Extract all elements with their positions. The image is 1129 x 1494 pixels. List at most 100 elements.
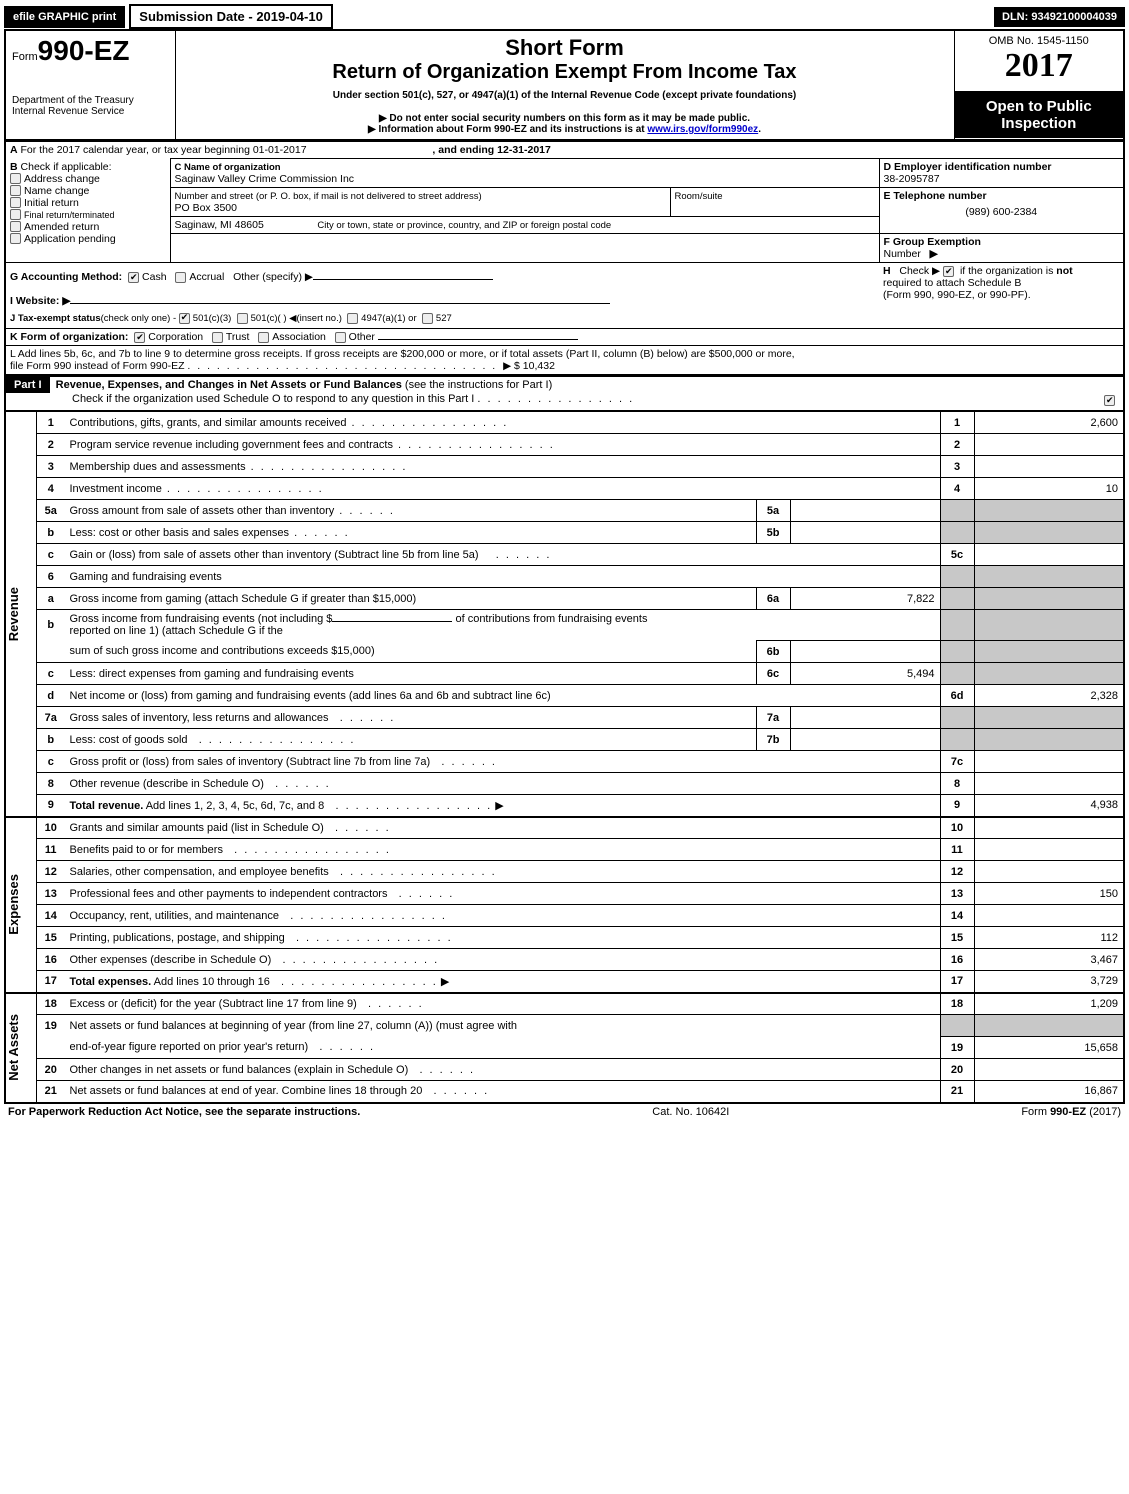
g-label: G Accounting Method: bbox=[10, 271, 122, 283]
l7c-box: 7c bbox=[940, 751, 974, 773]
j-note: (check only one) - bbox=[101, 313, 177, 324]
cb-trust[interactable] bbox=[212, 332, 223, 343]
part1-label: Part I bbox=[6, 377, 50, 393]
l3-desc: Membership dues and assessments bbox=[70, 461, 246, 473]
l18-box: 18 bbox=[940, 993, 974, 1015]
street-label: Number and street (or P. O. box, if mail… bbox=[175, 191, 482, 202]
l10-box: 10 bbox=[940, 817, 974, 839]
l6c-sv: 5,494 bbox=[790, 663, 940, 685]
l10-val bbox=[974, 817, 1124, 839]
cb-address-change[interactable] bbox=[10, 173, 21, 184]
l15-desc: Printing, publications, postage, and shi… bbox=[70, 932, 285, 944]
cb-other-org[interactable] bbox=[335, 332, 346, 343]
l6b-sb: 6b bbox=[756, 641, 790, 663]
l1-desc: Contributions, gifts, grants, and simila… bbox=[70, 417, 347, 429]
b-label: Check if applicable: bbox=[21, 161, 112, 173]
l9-desc2: Add lines 1, 2, 3, 4, 5c, 6d, 7c, and 8 bbox=[146, 800, 325, 812]
l6d-num: d bbox=[37, 685, 65, 707]
l1-val: 2,600 bbox=[974, 412, 1124, 434]
l8-val bbox=[974, 773, 1124, 795]
cb-initial-return[interactable] bbox=[10, 197, 21, 208]
cb-schedule-o[interactable] bbox=[1104, 395, 1115, 406]
l11-val bbox=[974, 839, 1124, 861]
l7a-sb: 7a bbox=[756, 707, 790, 729]
efile-print-button[interactable]: efile GRAPHIC print bbox=[4, 6, 125, 28]
l5c-val bbox=[974, 544, 1124, 566]
cb-assoc[interactable] bbox=[258, 332, 269, 343]
cb-amended-return[interactable] bbox=[10, 221, 21, 232]
l-text2: file Form 990 instead of Form 990-EZ bbox=[10, 360, 185, 372]
l12-val bbox=[974, 861, 1124, 883]
l13-desc: Professional fees and other payments to … bbox=[70, 888, 388, 900]
cb-application-pending[interactable] bbox=[10, 233, 21, 244]
l18-desc: Excess or (deficit) for the year (Subtra… bbox=[70, 998, 357, 1010]
l5a-desc: Gross amount from sale of assets other t… bbox=[70, 505, 335, 517]
l19-desc: Net assets or fund balances at beginning… bbox=[70, 1020, 518, 1032]
l6b-num: b bbox=[37, 610, 65, 641]
l13-val: 150 bbox=[974, 883, 1124, 905]
cb-cash[interactable] bbox=[128, 272, 139, 283]
top-bar: efile GRAPHIC print Submission Date - 20… bbox=[4, 4, 1125, 29]
l7a-num: 7a bbox=[37, 707, 65, 729]
l19-desc2: end-of-year figure reported on prior yea… bbox=[70, 1041, 309, 1053]
j-insert: ◀(insert no.) bbox=[289, 313, 342, 324]
h-text2: if the organization is bbox=[960, 265, 1053, 277]
l6b-desc1: Gross income from fundraising events (no… bbox=[70, 613, 333, 625]
cb-h[interactable] bbox=[943, 266, 954, 277]
return-title: Return of Organization Exempt From Incom… bbox=[182, 61, 948, 84]
l17-desc: Total expenses. bbox=[70, 976, 152, 988]
line-a: For the 2017 calendar year, or tax year … bbox=[21, 144, 307, 156]
l12-num: 12 bbox=[37, 861, 65, 883]
info-notice-pre: ▶ Information about Form 990-EZ and its … bbox=[368, 124, 647, 135]
l4-num: 4 bbox=[37, 478, 65, 500]
dln: DLN: 93492100004039 bbox=[994, 7, 1125, 27]
f-arrow: ▶ bbox=[930, 248, 938, 260]
cb-4947[interactable] bbox=[347, 313, 358, 324]
l19-num: 19 bbox=[37, 1015, 65, 1037]
c-label: C Name of organization bbox=[175, 162, 281, 173]
j-501c3: 501(c)(3) bbox=[193, 313, 232, 324]
l4-val: 10 bbox=[974, 478, 1124, 500]
l12-box: 12 bbox=[940, 861, 974, 883]
l19-box: 19 bbox=[940, 1037, 974, 1059]
l1-num: 1 bbox=[37, 412, 65, 434]
footer-left: For Paperwork Reduction Act Notice, see … bbox=[8, 1106, 360, 1118]
cb-501c3[interactable] bbox=[179, 313, 190, 324]
l6b-shade2 bbox=[974, 610, 1124, 641]
l16-num: 16 bbox=[37, 949, 65, 971]
l3-box: 3 bbox=[940, 456, 974, 478]
page-footer: For Paperwork Reduction Act Notice, see … bbox=[4, 1104, 1125, 1120]
subtitle: Under section 501(c), 527, or 4947(a)(1)… bbox=[182, 90, 948, 101]
form990ez-link[interactable]: www.irs.gov/form990ez bbox=[647, 124, 758, 135]
f-label: F Group Exemption bbox=[884, 236, 981, 248]
l6-shade2 bbox=[974, 566, 1124, 588]
l10-num: 10 bbox=[37, 817, 65, 839]
l7a-shade bbox=[940, 707, 974, 729]
l7b-desc: Less: cost of goods sold bbox=[70, 734, 188, 746]
b-amend: Amended return bbox=[24, 221, 99, 233]
cb-name-change[interactable] bbox=[10, 185, 21, 196]
l17-num: 17 bbox=[37, 971, 65, 993]
cb-final-return[interactable] bbox=[10, 209, 21, 220]
l10-desc: Grants and similar amounts paid (list in… bbox=[70, 822, 324, 834]
e-label: E Telephone number bbox=[884, 190, 987, 202]
cb-corp[interactable] bbox=[134, 332, 145, 343]
l9-num: 9 bbox=[37, 795, 65, 817]
cb-accrual[interactable] bbox=[175, 272, 186, 283]
city-label: City or town, state or province, country… bbox=[317, 220, 611, 231]
form-number: 990-EZ bbox=[38, 35, 130, 66]
l5b-shade bbox=[940, 522, 974, 544]
g-other: Other (specify) ▶ bbox=[233, 271, 313, 283]
j-501c: 501(c)( ) bbox=[251, 313, 287, 324]
l5b-desc: Less: cost or other basis and sales expe… bbox=[70, 527, 290, 539]
l15-box: 15 bbox=[940, 927, 974, 949]
l9-desc: Total revenue. bbox=[70, 800, 144, 812]
l7c-num: c bbox=[37, 751, 65, 773]
l11-desc: Benefits paid to or for members bbox=[70, 844, 223, 856]
cb-527[interactable] bbox=[422, 313, 433, 324]
l6-num: 6 bbox=[37, 566, 65, 588]
cb-501c[interactable] bbox=[237, 313, 248, 324]
l6a-desc: Gross income from gaming (attach Schedul… bbox=[70, 593, 417, 605]
l7c-desc: Gross profit or (loss) from sales of inv… bbox=[70, 756, 431, 768]
h-text4: (Form 990, 990-EZ, or 990-PF). bbox=[883, 289, 1031, 301]
